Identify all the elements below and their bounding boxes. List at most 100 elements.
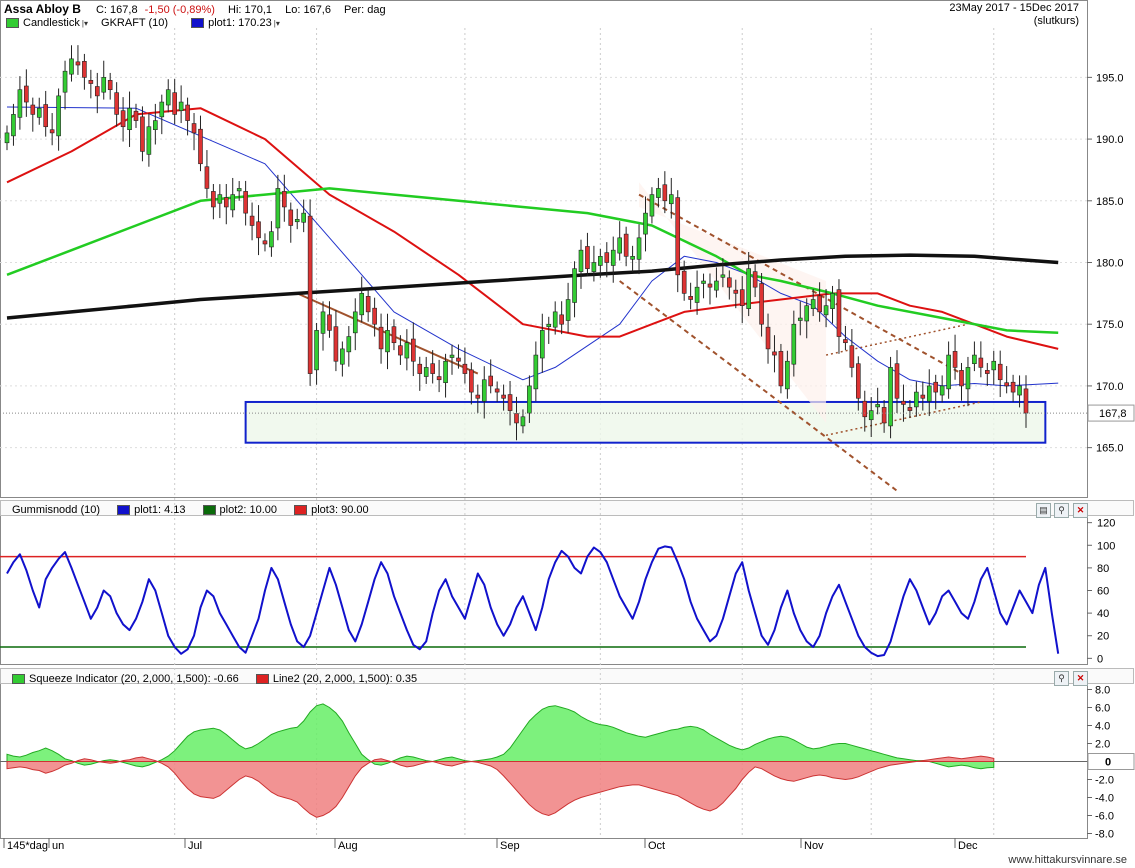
candle-body (1004, 382, 1009, 387)
panel-close-icon[interactable]: ✕ (1073, 503, 1088, 518)
candle-body (56, 95, 61, 137)
candle-body (610, 249, 616, 266)
change-value: -1,50 (-0,89%) (144, 4, 215, 16)
candle-body (604, 252, 610, 263)
legend-swatch (294, 505, 308, 516)
dropdown-arrow-icon[interactable]: |▾ (273, 19, 280, 28)
legend-gkraft[interactable]: GKRAFT (10) (101, 17, 169, 29)
candle-body (694, 286, 700, 303)
candle-body (262, 240, 268, 245)
candle-body (469, 369, 474, 393)
candle-body (230, 194, 236, 211)
candle-body (133, 110, 139, 121)
panel-close-icon[interactable]: ✕ (1073, 671, 1088, 686)
candle-body (520, 416, 526, 427)
candle-body (804, 305, 810, 322)
candle-body (991, 360, 997, 371)
candle-body (217, 194, 223, 204)
candle-body (727, 277, 732, 288)
candle-body (933, 381, 939, 393)
candle-body (372, 307, 377, 325)
stoch-panel (0, 500, 1088, 665)
candle-body (926, 385, 932, 402)
candle-body (107, 80, 113, 91)
panel-zoom-icon[interactable]: ⚲ (1054, 503, 1069, 518)
candle-body (314, 330, 319, 371)
candle-body (146, 126, 152, 155)
dropdown-arrow-icon[interactable]: |▾ (81, 19, 88, 28)
zero-label: 0 (1105, 757, 1111, 769)
candle-body (172, 92, 177, 115)
candle-body (668, 194, 674, 205)
candle-body (688, 296, 693, 300)
candle-body (1023, 388, 1029, 414)
candle-body (114, 92, 119, 115)
zero-label-box (1087, 753, 1135, 770)
x-axis-label: Sep (500, 840, 520, 852)
candle-body (578, 249, 584, 272)
legend-swatch (191, 18, 205, 29)
legend-swatch (202, 505, 216, 516)
candle-body (430, 363, 435, 374)
panel-properties-icon[interactable]: ▤ (1036, 503, 1051, 518)
candle-body (739, 289, 745, 306)
candle-body (514, 413, 519, 424)
candle-body (159, 101, 165, 118)
candle-body (598, 256, 603, 266)
candle-body (256, 221, 261, 239)
candle-body (11, 114, 16, 137)
candle-body (630, 256, 635, 260)
squeeze-tick-label: 8.0 (1095, 685, 1110, 697)
candle-body (946, 354, 951, 390)
candle-body (1010, 381, 1016, 393)
legend-swatch (255, 674, 269, 685)
candle-body (1017, 385, 1022, 396)
ma20-line (6, 106, 1059, 387)
candle-body (552, 311, 558, 328)
candle-body (127, 107, 132, 130)
candle-body (294, 219, 300, 223)
candle-body (398, 345, 403, 356)
candle-body (752, 271, 758, 288)
candle-body (481, 379, 487, 402)
price-tick-label: 170.0 (1096, 381, 1124, 393)
candle-body (817, 295, 822, 313)
legend-candlestick[interactable]: Candlestick |▾ (6, 17, 88, 29)
stoch-tick-label: 80 (1097, 563, 1109, 575)
legend-plot1[interactable]: plot1: 170.23 |▾ (191, 17, 280, 29)
candle-body (830, 293, 835, 309)
candle-body (211, 191, 216, 208)
period-value: Per: dag (344, 4, 386, 16)
candle-body (656, 188, 661, 198)
legend-swatch (117, 505, 131, 516)
price-tick-label: 175.0 (1096, 319, 1124, 331)
candle-body (404, 342, 410, 359)
candle-body (797, 317, 803, 321)
candle-body (997, 363, 1003, 381)
candle-body (178, 101, 184, 111)
candle-body (462, 363, 468, 374)
stoch-tick-label: 20 (1097, 631, 1109, 643)
candle-body (352, 311, 358, 334)
candle-body (204, 166, 210, 189)
candle-body (785, 360, 790, 390)
price-basis: (slutkurs) (1033, 15, 1079, 27)
price-tick-label: 190.0 (1096, 134, 1124, 146)
candle-body (327, 314, 332, 331)
candle-body (165, 89, 171, 106)
candle-body (494, 388, 500, 393)
candle-body (443, 360, 448, 384)
candle-body (69, 58, 74, 75)
candle-body (907, 407, 913, 411)
panel-zoom-icon[interactable]: ⚲ (1054, 671, 1069, 686)
candle-body (385, 330, 390, 353)
candle-body (449, 354, 455, 358)
candle-body (359, 293, 365, 316)
squeeze-tick-label: -2.0 (1095, 775, 1114, 787)
candle-body (701, 280, 706, 284)
candle-body (720, 274, 726, 278)
candle-body (733, 289, 739, 294)
x-axis-label: Oct (648, 840, 665, 852)
candle-body (662, 184, 668, 202)
